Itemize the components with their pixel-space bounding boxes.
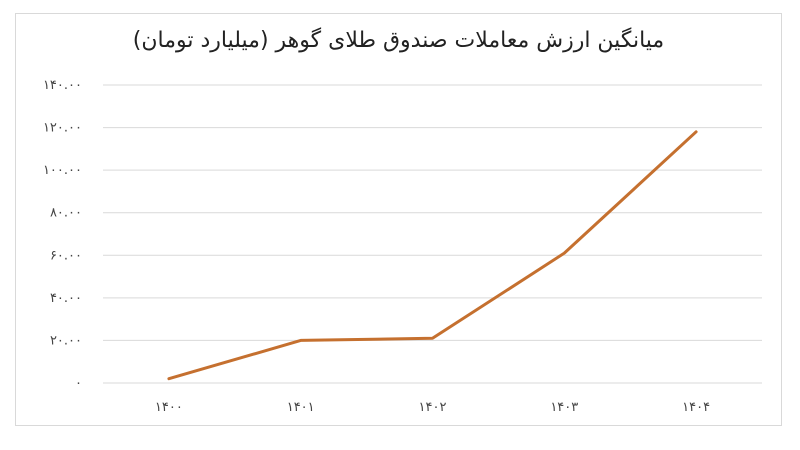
x-tick-label: ۱۴۰۳ [550, 400, 578, 415]
x-tick-label: ۱۴۰۲ [419, 400, 447, 415]
y-tick-label: ۱۲۰.۰۰ [43, 121, 82, 136]
y-tick-label: ۶۰.۰۰ [50, 248, 82, 263]
x-axis-ticks: ۱۴۰۰ ۱۴۰۱ ۱۴۰۲ ۱۴۰۳ ۱۴۰۴ [155, 400, 710, 415]
y-axis-ticks: ۰ ۲۰.۰۰ ۴۰.۰۰ ۶۰.۰۰ ۸۰.۰۰ ۱۰۰.۰۰ ۱۲۰.۰۰ ۱۴۰.۰۰ [43, 78, 82, 391]
y-tick-label: ۴۰.۰۰ [50, 291, 82, 306]
chart-title: میانگین ارزش معاملات صندوق طلای گوهر (می… [132, 28, 665, 53]
y-tick-label: ۲۰.۰۰ [50, 333, 82, 348]
y-tick-label: ۰ [75, 376, 82, 391]
chart-frame [15, 13, 782, 426]
x-tick-label: ۱۴۰۴ [682, 400, 710, 415]
series-lines [167, 130, 698, 381]
y-tick-label: ۸۰.۰۰ [50, 206, 82, 221]
y-tick-label: ۱۰۰.۰۰ [43, 163, 82, 178]
y-tick-label: ۱۴۰.۰۰ [43, 78, 82, 93]
x-tick-label: ۱۴۰۱ [287, 400, 315, 415]
x-tick-label: ۱۴۰۰ [155, 400, 183, 415]
gridlines [103, 84, 762, 384]
